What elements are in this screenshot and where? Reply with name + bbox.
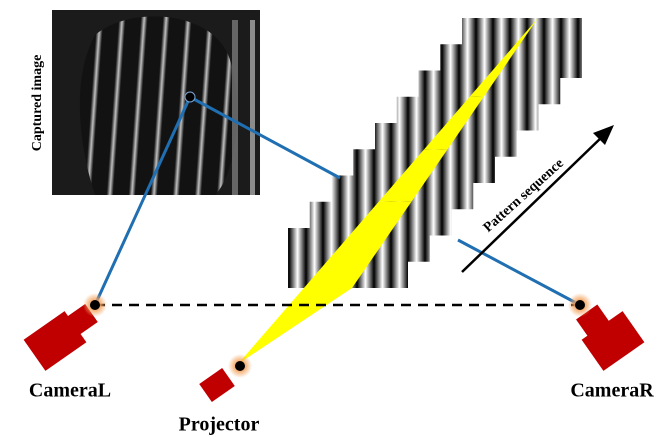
diagram: Captured image Pattern sequence CameraL …: [0, 0, 665, 441]
face-point: [185, 92, 195, 102]
camera-right-label: CameraR: [570, 380, 654, 402]
captured-image: [52, 10, 260, 195]
captured-image-label: Captured image: [30, 55, 45, 152]
projector-label: Projector: [179, 414, 260, 436]
camera-left-label: CameraL: [29, 380, 111, 402]
camera-right-icon: [568, 293, 644, 371]
camera-left-icon: [24, 293, 107, 371]
ray-right: [458, 240, 580, 305]
projector-icon: [199, 354, 252, 402]
